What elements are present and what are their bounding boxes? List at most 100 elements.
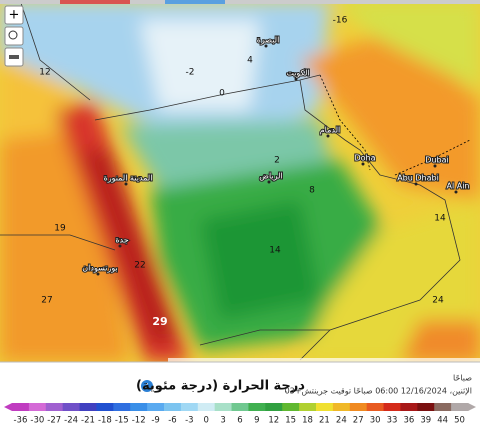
- scale-tick-label: 18: [302, 416, 313, 426]
- scale-swatch: [231, 403, 249, 411]
- scale-swatch: [299, 403, 317, 411]
- layers-icon: [9, 55, 19, 59]
- temperature-label: 4: [247, 56, 253, 66]
- temperature-label: 24: [432, 296, 444, 306]
- scale-tick-label: -36: [13, 416, 27, 426]
- scale-tick-label: -12: [132, 416, 146, 426]
- place-label: Doha: [354, 154, 375, 163]
- info-icon: i: [146, 382, 149, 391]
- scale-tick-label: 36: [403, 416, 414, 426]
- place-label: Al Ain: [446, 182, 469, 191]
- tab[interactable]: [165, 0, 225, 4]
- scale-swatch: [45, 403, 64, 411]
- zoom-in-button[interactable]: [4, 5, 24, 25]
- temperature-label: 12: [39, 68, 50, 78]
- temperature-label: 8: [309, 186, 315, 196]
- city-dot: [118, 244, 122, 248]
- map: + البصرة الكويت الدمام Doha Dubai Abu Dhabi Al…: [0, 0, 480, 368]
- scale-swatch: [349, 403, 368, 411]
- datetime: الإثنين، 12/16/2024 06:00 صباحًا توقيت ج…: [285, 387, 472, 397]
- scale-swatch: [164, 403, 182, 411]
- scale-tick-label: 27: [353, 416, 364, 426]
- scale-swatch: [366, 403, 385, 411]
- scale-swatch: [12, 403, 30, 411]
- zoom-in-icon: +: [9, 8, 20, 23]
- scale-swatch: [451, 403, 469, 411]
- scale-swatch: [180, 403, 199, 411]
- place-label: جدة: [115, 236, 128, 245]
- city-dot: [326, 134, 330, 138]
- temperature-field: [0, 0, 480, 362]
- color-scale: -36 -30 -27 -24 -21 -18 -15 -12 -9 -6 -3 0 3 6 9 12 15 18…: [4, 403, 476, 426]
- scale-swatch: [113, 403, 131, 411]
- legend-title: درجة الحرارة (درجة مئوية): [136, 379, 305, 394]
- scale-swatch: [400, 403, 418, 411]
- scale-tick-label: 12: [268, 416, 279, 426]
- attribution: Kartenmaterial: Map data © OpenStreetMap…: [145, 361, 476, 368]
- scale-tick-label: 33: [387, 416, 398, 426]
- temperature-label: 19: [54, 224, 66, 234]
- city-dot: [294, 77, 298, 81]
- temperature-label: -16: [333, 16, 348, 26]
- scale-swatch: [147, 403, 165, 411]
- scale-tick-label: 6: [237, 416, 242, 426]
- scale-tick-label: -3: [185, 416, 193, 426]
- scale-swatch: [417, 403, 435, 411]
- scale-swatch: [282, 403, 300, 411]
- place-label: بورتسودان: [82, 264, 117, 273]
- scale-swatch: [96, 403, 114, 411]
- scale-tick-label: -15: [115, 416, 129, 426]
- city-dot: [414, 182, 418, 186]
- place-label: الرياض: [259, 172, 282, 181]
- scale-swatch: [265, 403, 283, 411]
- scale-tick-label: 30: [370, 416, 381, 426]
- scale-swatch: [79, 403, 97, 411]
- scale-tick-label: 0: [204, 416, 209, 426]
- place-label: الكويت: [286, 69, 309, 78]
- scale-tick-label: -24: [64, 416, 78, 426]
- scale-tick-label: 39: [420, 416, 431, 426]
- temperature-label: 2: [274, 156, 280, 166]
- scale-tick-label: 9: [254, 416, 259, 426]
- borders: [0, 0, 471, 361]
- tab[interactable]: [60, 0, 130, 4]
- search-button[interactable]: [4, 26, 24, 46]
- city-dot: [96, 272, 100, 276]
- scale-tick-label: 15: [285, 416, 296, 426]
- temperature-label: 27: [41, 296, 52, 306]
- scale-tick-label: -27: [47, 416, 61, 426]
- scale-arrow-left: [4, 403, 12, 411]
- scale-tick-label: 3: [220, 416, 225, 426]
- scale-tick-label: -18: [98, 416, 112, 426]
- attribution-bg: [168, 358, 480, 362]
- scale-tick-label: 21: [319, 416, 330, 426]
- info-button[interactable]: [141, 380, 153, 392]
- scale-tick-label: -30: [30, 416, 44, 426]
- city-dot: [124, 182, 128, 186]
- place-label: Abu Dhabi: [397, 174, 439, 183]
- city-dot: [454, 190, 458, 194]
- place-label: المدينة المنورة: [104, 174, 153, 183]
- top-bar: [0, 0, 480, 4]
- temperature-label: 14: [434, 214, 446, 224]
- scale-tick-label: 50: [454, 416, 465, 426]
- scale-swatch: [332, 403, 351, 411]
- temperature-label: 22: [134, 261, 145, 271]
- place-label: Dubai: [425, 156, 448, 165]
- scale-swatch: [248, 403, 266, 411]
- city-dot: [267, 180, 271, 184]
- map-labels: البصرة الكويت الدمام Doha Dubai Abu Dhabi Al A…: [39, 16, 470, 329]
- scale-swatch: [197, 403, 216, 411]
- scale-swatch: [434, 403, 452, 411]
- scale-tick-label: -6: [168, 416, 176, 426]
- scale-tick-label: -9: [151, 416, 159, 426]
- temperature-label: 14: [269, 246, 281, 256]
- scale-arrow-right: [468, 403, 476, 411]
- scale-tick-label: 44: [437, 416, 448, 426]
- scale-swatch: [62, 403, 81, 411]
- scale-tick-label: 24: [336, 416, 347, 426]
- temperature-label: 0: [219, 89, 225, 99]
- temperature-label: 29: [152, 315, 167, 328]
- scale-swatch: [214, 403, 233, 411]
